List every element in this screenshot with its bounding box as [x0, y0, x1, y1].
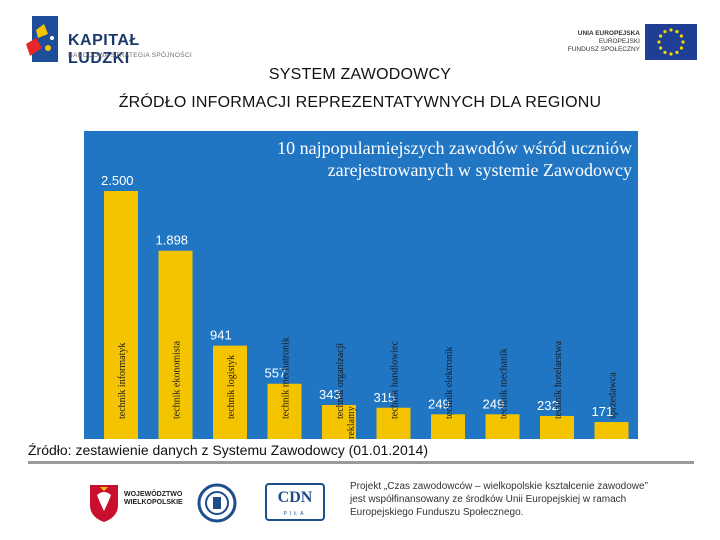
wielkopolska-crest-icon — [90, 485, 118, 522]
bar-5 — [322, 404, 356, 439]
eu-logo: UNIA EUROPEJSKA EUROPEJSKI FUNDUSZ SPOŁE… — [540, 24, 700, 64]
category-label-6: technik handlowiec — [390, 340, 401, 419]
project-line3: Europejskiego Funduszu Społecznego. — [350, 507, 524, 518]
cdn-logo: CDN PIŁA — [265, 483, 325, 521]
bar-value-label-10: 171 — [592, 404, 614, 419]
bar-value-label-4: 557 — [265, 366, 287, 381]
bar-6 — [376, 407, 411, 439]
seal-icon — [197, 483, 237, 523]
cdn-label: CDN — [277, 489, 313, 506]
category-label-4: technik mechatronik — [281, 337, 292, 419]
kapital-ludzki-title: KAPITAŁ LUDZKI — [68, 32, 140, 67]
bar-4 — [267, 383, 302, 439]
category-label-5: technik organizacjireklamy — [335, 343, 357, 439]
bar-2 — [158, 250, 193, 439]
bar-7 — [431, 414, 465, 439]
kapital-ludzki-logo: KAPITAŁ LUDZKI NARODOWA STRATEGIA SPÓJNO… — [22, 16, 192, 70]
category-label-10: sprzedawca — [608, 372, 619, 419]
bar-value-label-1: 2.500 — [101, 173, 134, 188]
bar-3 — [213, 345, 247, 439]
page-subtitle: ŹRÓDŁO INFORMACJI REPREZENTATYWNYCH DLA … — [118, 94, 602, 111]
bar-value-label-3: 941 — [210, 328, 232, 343]
page-title: SYSTEM ZAWODOWCY — [268, 66, 452, 83]
category-label-3: technik logistyk — [226, 355, 237, 419]
source-note: Źródło: zestawienie danych z Systemu Zaw… — [28, 442, 428, 458]
kapital-ludzki-emblem-icon — [26, 16, 58, 62]
kapital-ludzki-subtitle: NARODOWA STRATEGIA SPÓJNOŚCI — [68, 52, 192, 59]
woj-label: WOJEWÓDZTWO WIELKOPOLSKIE — [124, 491, 183, 507]
bar-9 — [540, 415, 574, 439]
eu-text: UNIA EUROPEJSKA EUROPEJSKI FUNDUSZ SPOŁE… — [540, 30, 640, 54]
category-label-2: technik ekonomista — [172, 340, 183, 419]
bar-8 — [485, 414, 520, 439]
bar-value-label-2: 1.898 — [156, 233, 189, 248]
project-line1: Projekt „Czas zawodowców – wielkopolskie… — [350, 481, 648, 492]
bar-value-label-8: 249 — [483, 396, 505, 411]
divider — [28, 461, 694, 464]
project-note: Projekt „Czas zawodowców – wielkopolskie… — [350, 480, 650, 519]
category-label-8: technik mechanik — [499, 348, 510, 419]
woj-line2: WIELKOPOLSKIE — [124, 499, 183, 506]
eu-flag-icon — [645, 24, 697, 60]
category-label-1: technik informatyk — [117, 343, 128, 419]
bar-1 — [104, 191, 138, 439]
eu-line2: EUROPEJSKI — [598, 38, 640, 45]
bar-chart: 2.500 technik informatyk 1.898 technik ekon… — [101, 173, 629, 439]
eu-line1: UNIA EUROPEJSKA — [577, 30, 640, 37]
project-line2: jest współfinansowany ze środków Unii Eu… — [350, 494, 627, 505]
bar-value-label-6: 315 — [374, 390, 396, 405]
bar-value-label-9: 232 — [537, 398, 559, 413]
woj-line1: WOJEWÓDZTWO — [124, 491, 183, 498]
eu-line3: FUNDUSZ SPOŁECZNY — [567, 46, 640, 53]
chart-title-line1: 10 najpopularniejszych zawodów wśród ucz… — [277, 138, 632, 158]
bar-10 — [594, 422, 629, 439]
bar-value-label-7: 249 — [428, 396, 450, 411]
chart-title-line2: zarejestrowanych w systemie Zawodowcy — [327, 160, 632, 180]
chart-panel: 10 najpopularniejszych zawodów wśród ucz… — [84, 131, 638, 439]
category-label-7: technik elektronik — [444, 347, 455, 419]
cdn-sub: PIŁA — [283, 511, 307, 517]
category-label-9: technik hotelarstwa — [553, 340, 564, 419]
bar-value-label-5: 343 — [319, 387, 341, 402]
